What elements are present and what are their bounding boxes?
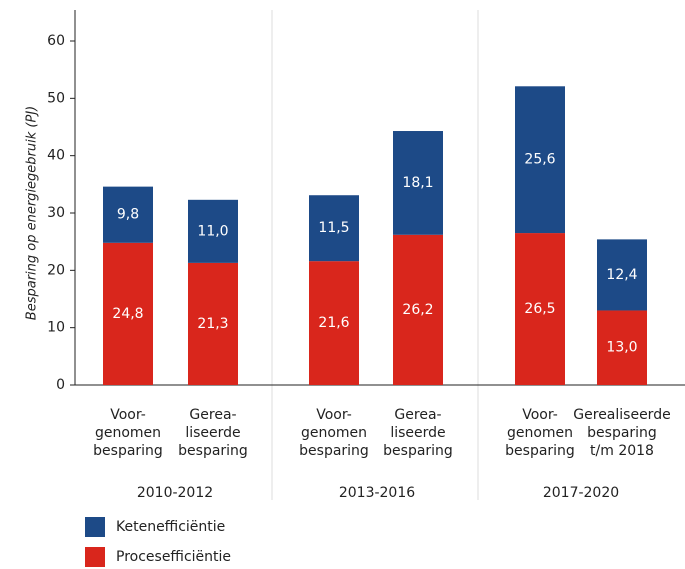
- bar-segment: [515, 233, 565, 385]
- value-label: 25,6: [524, 152, 555, 168]
- y-tick-label: 0: [56, 377, 65, 393]
- x-tick-label: Gerea-: [189, 407, 236, 423]
- x-tick-label: Voor-: [522, 407, 558, 423]
- y-axis-title: Besparing op energiegebruik (PJ): [25, 106, 40, 320]
- bar-segment: [188, 199, 238, 263]
- group-label: 2013-2016: [339, 485, 415, 501]
- x-tick-label: besparing: [505, 443, 575, 459]
- value-label: 26,2: [402, 302, 433, 318]
- x-tick-label: Voor-: [110, 407, 146, 423]
- y-tick-label: 40: [47, 148, 65, 164]
- bar-segment: [309, 261, 359, 385]
- value-label: 21,3: [197, 316, 228, 332]
- value-label: 18,1: [402, 175, 433, 191]
- group-label: 2017-2020: [543, 485, 619, 501]
- x-tick-label: genomen: [95, 425, 161, 441]
- y-tick-label: 30: [47, 205, 65, 221]
- value-label: 24,8: [112, 306, 143, 322]
- x-tick-label: besparing: [587, 425, 657, 441]
- value-label: 11,0: [197, 223, 228, 239]
- bar-segment: [103, 242, 153, 385]
- bar-segment: [597, 310, 647, 385]
- x-tick-label: liseerde: [390, 425, 445, 441]
- value-label: 9,8: [117, 207, 139, 223]
- value-label: 11,5: [318, 220, 349, 236]
- value-label: 12,4: [606, 267, 637, 283]
- bar-segment: [309, 195, 359, 262]
- x-tick-label: genomen: [301, 425, 367, 441]
- legend-label: Procesefficiëntie: [116, 549, 231, 565]
- x-tick-label: besparing: [299, 443, 369, 459]
- x-tick-label: besparing: [93, 443, 163, 459]
- x-tick-label: genomen: [507, 425, 573, 441]
- value-label: 26,5: [524, 301, 555, 317]
- y-tick-label: 20: [47, 262, 65, 278]
- x-tick-label: besparing: [383, 443, 453, 459]
- bar-segment: [188, 262, 238, 385]
- value-label: 21,6: [318, 315, 349, 331]
- x-tick-label: Gerealiseerde: [573, 407, 670, 423]
- group-label: 2010-2012: [137, 485, 213, 501]
- x-tick-label: liseerde: [185, 425, 240, 441]
- bar-segment: [393, 131, 443, 235]
- y-tick-label: 60: [47, 33, 65, 49]
- value-label: 13,0: [606, 340, 637, 356]
- x-tick-label: Voor-: [316, 407, 352, 423]
- bar-segment: [393, 234, 443, 385]
- x-tick-label: t/m 2018: [590, 443, 654, 459]
- legend-swatch: [85, 547, 105, 567]
- legend-swatch: [85, 517, 105, 537]
- bar-segment: [597, 239, 647, 311]
- x-tick-label: besparing: [178, 443, 248, 459]
- y-tick-label: 50: [47, 90, 65, 106]
- legend-label: Ketenefficiëntie: [116, 519, 225, 535]
- y-tick-label: 10: [47, 320, 65, 336]
- bar-segment: [515, 86, 565, 234]
- x-tick-label: Gerea-: [394, 407, 441, 423]
- bar-segment: [103, 186, 153, 243]
